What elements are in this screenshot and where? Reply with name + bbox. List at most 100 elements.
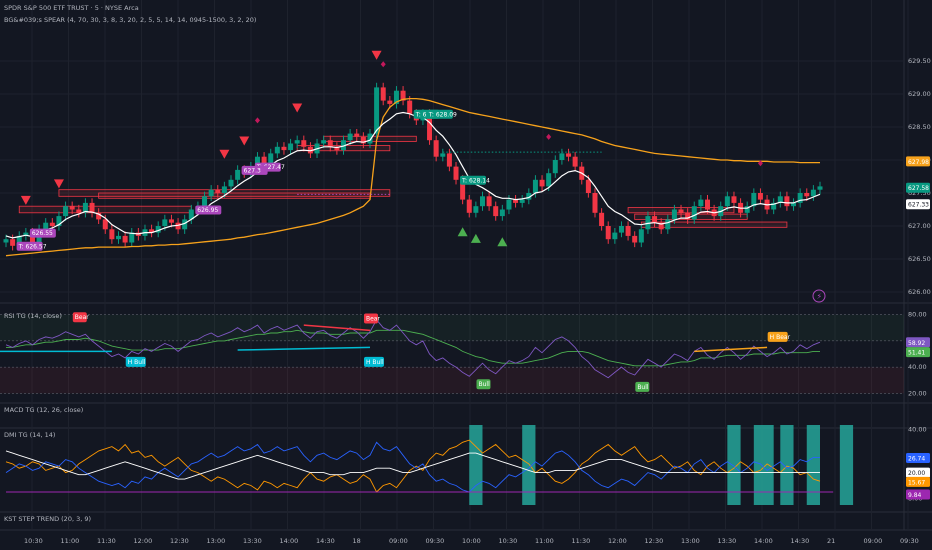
candle-body	[215, 189, 221, 193]
trade-tag-bg	[241, 165, 268, 175]
candle-body	[3, 239, 9, 243]
trade-tag-text: 626.95	[197, 207, 218, 214]
candle-body	[704, 199, 710, 210]
divergence-tag-text: H Bear	[770, 334, 791, 341]
candle-body	[393, 90, 399, 104]
signal-markers: T: 628.43T: 628.09T: 628.14T: 627.47627.…	[16, 50, 791, 392]
candle-body	[274, 146, 280, 154]
candle-body	[294, 140, 300, 144]
trade-tag-text: 627.3	[244, 167, 261, 174]
divergence-tag-bg	[767, 331, 788, 342]
candle-body	[658, 222, 664, 230]
x-tick-label: 10:30	[24, 537, 43, 545]
sell-triangle	[20, 195, 31, 205]
y-tick-label: 629.00	[908, 90, 931, 98]
candle-body	[771, 202, 777, 210]
candle-body	[380, 87, 386, 101]
candle-body	[466, 199, 472, 213]
candle-body	[43, 222, 49, 230]
trade-tag-bg	[29, 228, 56, 238]
candle-body	[552, 160, 558, 174]
trade-tag-bg	[16, 241, 43, 251]
dmi-value-text: 9.84	[908, 492, 922, 499]
rsi-oversold-zone	[0, 367, 904, 394]
divergence-tag-bg	[72, 312, 87, 323]
candle-body	[652, 216, 658, 223]
trade-tag-text: T: 628.09	[428, 111, 457, 118]
rsi-overbought-zone	[0, 314, 904, 341]
candle-body	[671, 209, 677, 220]
x-tick-label: 14:00	[754, 537, 773, 545]
macd-pane-title: MACD TG (12, 26, close)	[4, 406, 83, 414]
x-tick-label: 09:30	[900, 537, 919, 545]
candle-body	[387, 100, 393, 104]
candle-body	[334, 146, 340, 151]
x-tick-label: 14:30	[791, 537, 810, 545]
candle-body	[16, 235, 22, 246]
candle-body	[56, 216, 62, 226]
x-tick-label: 12:00	[608, 537, 627, 545]
bear-divergence-line	[303, 324, 371, 332]
x-tick-label: 21	[827, 537, 835, 545]
trade-tag-bg	[195, 205, 222, 215]
lightning-icon[interactable]: ⚡	[812, 289, 826, 303]
candle-body	[784, 196, 790, 207]
rsi-value-text: 51.41	[908, 350, 925, 357]
x-tick-label: 13:30	[718, 537, 737, 545]
candle-body	[261, 156, 267, 164]
y-tick-label: 627.00	[908, 222, 931, 230]
y-tick-label: 626.00	[908, 288, 931, 296]
candle-body	[149, 229, 155, 233]
x-tick-label: 13:00	[681, 537, 700, 545]
candle-body	[228, 179, 234, 187]
diamond-marker	[380, 61, 386, 68]
adx-line	[5, 450, 820, 480]
zones	[0, 135, 904, 394]
trade-tag-text: 626.55	[32, 230, 53, 237]
candle-body	[473, 206, 479, 213]
candle-body	[592, 193, 598, 213]
x-tick-label: 12:00	[134, 537, 153, 545]
rsi-value-bg	[906, 337, 930, 348]
candle-body	[122, 235, 128, 243]
sell-triangle	[53, 179, 64, 189]
trade-tag-bg	[460, 175, 487, 185]
diamond-marker	[254, 117, 260, 124]
y-tick-label: 629.50	[908, 57, 931, 65]
zone-box	[18, 205, 192, 214]
candle-body	[724, 196, 730, 207]
svg-text:⚡: ⚡	[817, 292, 823, 301]
sell-triangle	[371, 50, 382, 60]
divergence-tag-text: H Bull	[128, 359, 146, 366]
candle-body	[433, 140, 439, 157]
x-tick-label: 12:30	[170, 537, 189, 545]
hbull-divergence-line	[237, 346, 370, 351]
candle-body	[49, 222, 55, 226]
candle-body	[129, 232, 135, 243]
dmi-pane-title: DMI TG (14, 14)	[4, 431, 55, 439]
candle-body	[63, 206, 69, 217]
x-tick-label: 09:00	[864, 537, 883, 545]
x-tick-label: 09:00	[389, 537, 408, 545]
candle-body	[307, 146, 313, 154]
dmi-value-bg	[906, 476, 930, 487]
candle-body	[678, 209, 684, 213]
candle-body	[519, 199, 525, 203]
di-plus-line	[5, 441, 820, 493]
divergence-tag-text: Bull	[637, 384, 649, 391]
rsi-line	[5, 319, 821, 379]
x-tick-label: 11:00	[61, 537, 80, 545]
candle-body	[89, 202, 95, 213]
x-tick-label: 10:30	[499, 537, 518, 545]
dmi-value-bg	[906, 452, 930, 463]
candle-body	[188, 209, 194, 220]
axes: 10:30 11:00 11:30 12:00 12:30 13:00 13:30 14:00…	[24, 57, 931, 545]
price-label-text: 627.98	[908, 159, 929, 166]
divergence-tag-bg	[363, 356, 384, 367]
candle-body	[446, 153, 452, 167]
x-tick-label: 11:30	[572, 537, 591, 545]
candle-body	[400, 90, 406, 101]
rsi-y-tick: 40.00	[908, 363, 927, 371]
divergence-tag-text: Bear	[366, 316, 380, 323]
